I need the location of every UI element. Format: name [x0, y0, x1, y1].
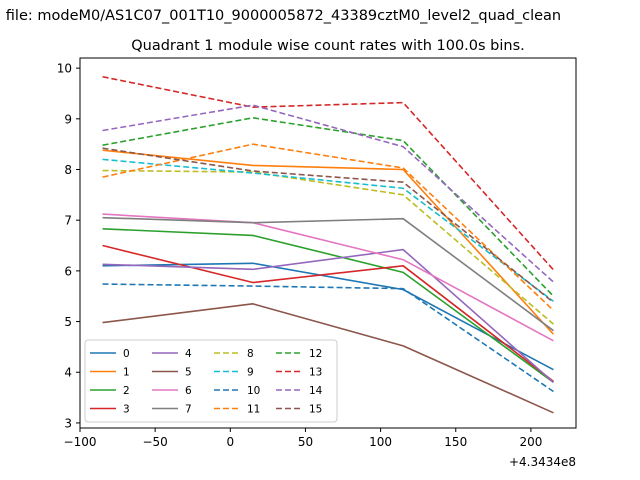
- y-tick-label: 4: [64, 366, 72, 380]
- series-line-4: [102, 248, 554, 383]
- series-layer: [102, 75, 555, 414]
- x-tick-label: 100: [369, 435, 392, 449]
- y-tick-label: 8: [64, 163, 72, 177]
- series-line-9: [102, 158, 554, 302]
- legend-label-3: 3: [123, 404, 130, 416]
- x-offset-label: +4.3434e8: [509, 455, 576, 469]
- legend-label-2: 2: [123, 385, 130, 397]
- x-tick-label: 50: [298, 435, 313, 449]
- series-line-14: [102, 104, 554, 283]
- chart-suptitle: n file: modeM0/AS1C07_001T10_9000005872_…: [0, 8, 561, 24]
- plot-frame: [79, 57, 577, 429]
- legend-label-10: 10: [247, 385, 260, 397]
- legend-label-4: 4: [185, 348, 192, 360]
- chart-title: Quadrant 1 module wise count rates with …: [131, 38, 525, 54]
- x-tick-label: 0: [226, 435, 234, 449]
- legend-label-12: 12: [309, 348, 322, 360]
- legend-label-0: 0: [123, 348, 130, 360]
- x-tick-label: 150: [444, 435, 467, 449]
- legend-label-6: 6: [185, 385, 192, 397]
- series-line-12: [102, 117, 555, 297]
- y-tick-label: 3: [64, 416, 72, 430]
- legend-label-15: 15: [309, 404, 322, 416]
- series-line-6: [102, 213, 554, 342]
- series-line-10: [102, 283, 554, 393]
- legend-label-7: 7: [185, 404, 192, 416]
- legend-label-11: 11: [247, 404, 260, 416]
- y-tick-label: 6: [64, 264, 72, 278]
- legend-label-9: 9: [247, 367, 254, 379]
- legend-label-8: 8: [247, 348, 254, 360]
- series-line-11: [102, 143, 555, 311]
- legend-label-5: 5: [185, 367, 192, 379]
- series-line-1: [102, 149, 555, 335]
- legend-label-13: 13: [309, 367, 322, 379]
- series-line-3: [102, 244, 554, 383]
- legend-box: [84, 339, 338, 423]
- series-line-8: [102, 169, 554, 325]
- y-tick-label: 7: [64, 214, 72, 228]
- y-tick-label: 10: [57, 62, 72, 76]
- series-line-5: [102, 303, 554, 414]
- series-line-2: [102, 228, 554, 384]
- y-tick-label: 5: [64, 315, 72, 329]
- series-line-13: [102, 75, 555, 271]
- legend-label-14: 14: [309, 385, 323, 397]
- x-tick-label: −50: [142, 435, 167, 449]
- x-tick-label: −100: [64, 435, 97, 449]
- series-line-15: [102, 147, 554, 303]
- y-tick-label: 9: [64, 112, 72, 126]
- legend-label-1: 1: [123, 367, 130, 379]
- x-tick-label: 200: [519, 435, 542, 449]
- series-line-7: [102, 216, 554, 332]
